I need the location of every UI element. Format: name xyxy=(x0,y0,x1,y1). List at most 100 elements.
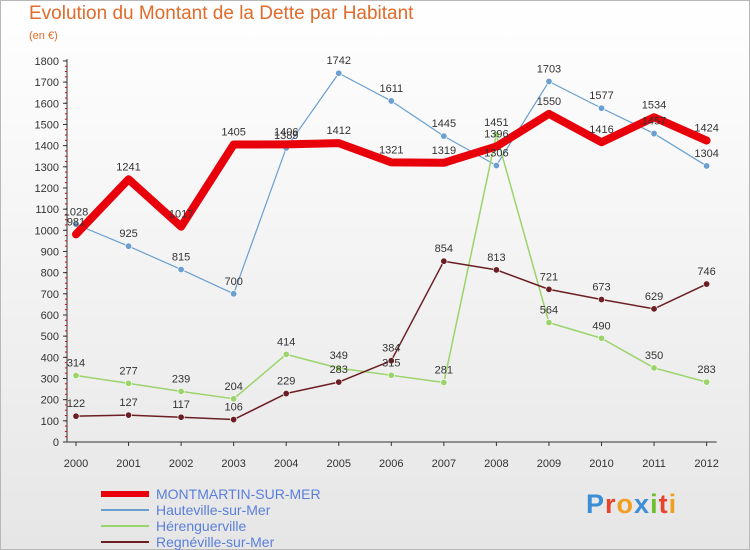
x-tick-label: 2009 xyxy=(537,458,561,470)
legend-swatch xyxy=(101,525,149,527)
data-label: 1306 xyxy=(484,148,508,160)
y-tick-label: 1600 xyxy=(35,98,59,110)
y-tick-label: 800 xyxy=(41,268,59,280)
data-point xyxy=(282,350,290,358)
series-line-0 xyxy=(72,109,711,239)
logo-letter: r xyxy=(605,489,617,519)
data-label: 122 xyxy=(67,398,85,410)
y-tick-label: 900 xyxy=(41,246,59,258)
data-label: 854 xyxy=(435,243,453,255)
data-label: 1017 xyxy=(169,209,193,221)
x-tick-label: 2012 xyxy=(694,458,718,470)
y-tick-label: 1800 xyxy=(35,56,59,68)
data-label: 1451 xyxy=(484,117,508,129)
y-tick-label: 400 xyxy=(41,352,59,364)
data-label: 490 xyxy=(592,320,610,332)
legend-item: MONTMARTIN-SUR-MER xyxy=(101,486,321,502)
y-tick-label: 1200 xyxy=(35,183,59,195)
x-tick-label: 2003 xyxy=(221,458,245,470)
y-tick-label: 1500 xyxy=(35,119,59,131)
data-point xyxy=(230,395,238,403)
data-point xyxy=(177,413,185,421)
y-tick-label: 1400 xyxy=(35,141,59,153)
x-tick-label: 2002 xyxy=(169,458,193,470)
data-label: 1406 xyxy=(274,126,298,138)
data-label: 1396 xyxy=(484,128,508,140)
data-label: 815 xyxy=(172,251,190,263)
y-tick-label: 1700 xyxy=(35,77,59,89)
x-tick-label: 2010 xyxy=(589,458,613,470)
data-point xyxy=(703,378,711,386)
x-tick-label: 2006 xyxy=(379,458,403,470)
data-label: 283 xyxy=(697,364,715,376)
data-point xyxy=(335,69,343,77)
data-point xyxy=(177,265,185,273)
y-tick-label: 700 xyxy=(41,289,59,301)
data-label: 1241 xyxy=(116,161,140,173)
data-label: 981 xyxy=(67,216,85,228)
data-label: 350 xyxy=(645,350,663,362)
data-point xyxy=(597,334,605,342)
data-label: 384 xyxy=(382,343,400,355)
series-line-3 xyxy=(75,260,708,421)
data-point xyxy=(440,379,448,387)
data-label: 673 xyxy=(592,282,610,294)
x-tick-label: 2000 xyxy=(64,458,88,470)
data-label: 414 xyxy=(277,336,295,348)
data-point xyxy=(387,371,395,379)
logo-letter: x xyxy=(634,489,651,519)
data-labels: 981 1241 1017 1405 1406 1412 1321 1319 1396 1550 1… xyxy=(64,55,719,413)
legend-swatch xyxy=(101,509,149,511)
data-point xyxy=(597,296,605,304)
data-label: 239 xyxy=(172,373,190,385)
data-label: 117 xyxy=(172,399,190,411)
data-label: 1424 xyxy=(694,123,718,135)
data-point xyxy=(440,132,448,140)
data-point xyxy=(72,220,80,228)
y-tick-label: 100 xyxy=(41,416,59,428)
axes: 0 100 200 300 400 500 600 700 800 900 1000 1100 1200… xyxy=(35,56,719,470)
data-label: 127 xyxy=(119,397,137,409)
data-label: 1321 xyxy=(379,144,403,156)
data-point xyxy=(72,372,80,380)
legend-item: Hérenguerville xyxy=(101,518,321,534)
y-tick-label: 200 xyxy=(41,395,59,407)
data-label: 1534 xyxy=(642,99,666,111)
y-tick-label: 300 xyxy=(41,373,59,385)
data-point xyxy=(597,104,605,112)
x-tick-label: 2005 xyxy=(327,458,351,470)
data-point xyxy=(650,130,658,138)
data-label: 1742 xyxy=(327,55,351,67)
series-line-1 xyxy=(75,72,708,295)
data-label: 721 xyxy=(540,271,558,283)
data-point xyxy=(387,97,395,105)
legend-label: Hérenguerville xyxy=(156,518,247,534)
logo-letter: P xyxy=(586,489,606,519)
logo-letter: t xyxy=(658,489,669,519)
legend-swatch xyxy=(101,541,149,543)
data-point xyxy=(125,242,133,250)
legend: MONTMARTIN-SUR-MER Hauteville-sur-Mer Hére… xyxy=(101,486,321,550)
data-label: 1389 xyxy=(274,130,298,142)
data-point xyxy=(545,285,553,293)
x-tick-label: 2008 xyxy=(484,458,508,470)
data-point xyxy=(492,131,500,139)
legend-item: Regnéville-sur-Mer xyxy=(101,534,321,550)
data-label: 925 xyxy=(119,228,137,240)
data-label: 1703 xyxy=(537,63,561,75)
y-tick-label: 600 xyxy=(41,310,59,322)
data-label: 1550 xyxy=(537,96,561,108)
data-point xyxy=(703,280,711,288)
logo-letter: o xyxy=(616,489,635,519)
data-point xyxy=(545,77,553,85)
data-label: 1416 xyxy=(589,124,613,136)
data-label: 1412 xyxy=(327,125,351,137)
data-label: 813 xyxy=(487,252,505,264)
data-point xyxy=(282,390,290,398)
chart-unit: (en €) xyxy=(29,30,58,42)
data-point xyxy=(125,379,133,387)
data-point xyxy=(72,412,80,420)
legend-label: Regnéville-sur-Mer xyxy=(156,534,275,550)
